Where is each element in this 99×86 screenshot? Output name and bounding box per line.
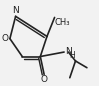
Text: O: O [2, 34, 9, 43]
Text: N: N [65, 47, 72, 56]
Text: O: O [41, 75, 48, 84]
Text: H: H [69, 51, 75, 60]
Text: N: N [12, 6, 19, 15]
Text: CH₃: CH₃ [55, 18, 70, 27]
